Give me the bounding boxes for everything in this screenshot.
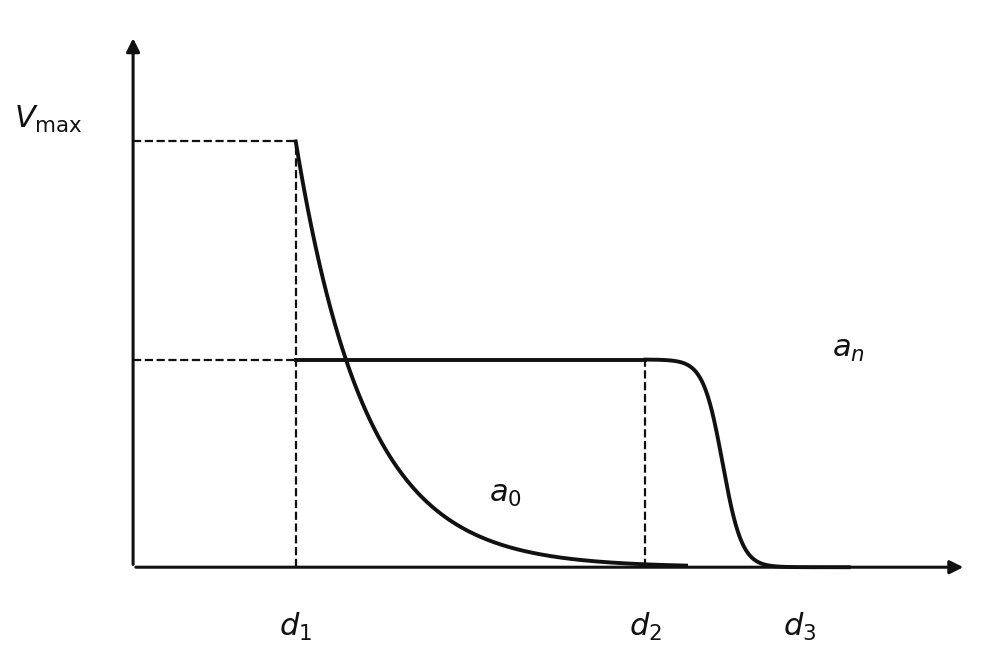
Text: $d_1$: $d_1$ bbox=[279, 611, 312, 643]
Text: $d_2$: $d_2$ bbox=[629, 611, 662, 643]
Text: $d_3$: $d_3$ bbox=[783, 611, 817, 643]
Text: $V_{\mathrm{max}}$: $V_{\mathrm{max}}$ bbox=[14, 104, 83, 135]
Text: $a_n$: $a_n$ bbox=[832, 335, 865, 364]
Text: $a_0$: $a_0$ bbox=[489, 480, 522, 509]
